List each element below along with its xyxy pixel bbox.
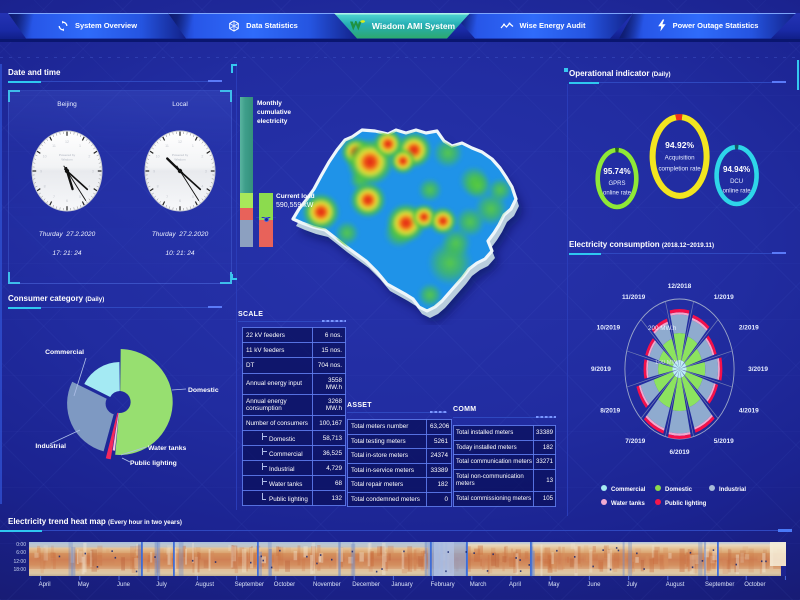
svg-text:11: 11: [165, 144, 169, 148]
svg-text:Domestic: Domestic: [188, 387, 219, 394]
svg-text:9/2019: 9/2019: [591, 366, 611, 373]
svg-text:11: 11: [52, 144, 56, 148]
svg-text:online rate: online rate: [723, 189, 752, 195]
svg-text:Wisdom: Wisdom: [61, 157, 73, 161]
svg-text:10: 10: [156, 155, 160, 159]
svg-text:September: September: [235, 582, 264, 588]
svg-text:September: September: [705, 582, 734, 588]
svg-text:Water tanks: Water tanks: [611, 501, 645, 507]
svg-text:online rate: online rate: [603, 191, 632, 197]
svg-text:5: 5: [192, 195, 194, 199]
svg-text:12: 12: [65, 140, 69, 144]
svg-text:100 MW.h: 100 MW.h: [655, 360, 682, 366]
svg-text:April: April: [39, 582, 51, 588]
svg-text:Commercial: Commercial: [45, 349, 84, 356]
svg-text:200 MW.h: 200 MW.h: [648, 325, 677, 332]
svg-text:Powered by: Powered by: [59, 153, 76, 157]
svg-text:April: April: [509, 582, 521, 588]
svg-text:5/2019: 5/2019: [714, 438, 734, 445]
svg-text:February: February: [431, 582, 455, 588]
svg-text:94.92%: 94.92%: [665, 140, 694, 150]
svg-text:May: May: [548, 582, 559, 588]
svg-text:10: 10: [43, 155, 47, 159]
svg-text:October: October: [274, 582, 295, 588]
svg-text:4/2019: 4/2019: [739, 408, 759, 415]
svg-text:1: 1: [192, 144, 194, 148]
svg-text:1: 1: [79, 144, 81, 148]
svg-text:2: 2: [201, 155, 203, 159]
svg-text:8/2019: 8/2019: [600, 408, 620, 415]
svg-text:9: 9: [153, 170, 155, 174]
svg-text:6/2019: 6/2019: [670, 449, 690, 456]
svg-text:November: November: [313, 582, 341, 588]
svg-text:4: 4: [201, 184, 203, 188]
svg-text:18:00: 18:00: [13, 567, 26, 573]
svg-text:12: 12: [178, 140, 182, 144]
svg-text:94.94%: 94.94%: [723, 165, 750, 174]
svg-text:Water tanks: Water tanks: [148, 445, 186, 452]
svg-text:12:00: 12:00: [13, 559, 26, 565]
svg-text:January: January: [391, 582, 412, 588]
svg-text:August: August: [666, 582, 685, 588]
svg-text:10/2019: 10/2019: [597, 325, 621, 332]
svg-text:June: June: [117, 582, 131, 588]
svg-text:July: July: [156, 582, 167, 588]
svg-text:8: 8: [157, 184, 159, 188]
svg-text:June: June: [587, 582, 601, 588]
svg-text:5: 5: [79, 195, 81, 199]
svg-text:August: August: [195, 582, 214, 588]
svg-text:December: December: [352, 582, 380, 588]
svg-text:completion rate: completion rate: [658, 166, 701, 173]
svg-text:2/2019: 2/2019: [739, 325, 759, 332]
svg-text:6: 6: [179, 199, 181, 203]
svg-text:Domestic: Domestic: [665, 487, 693, 493]
svg-text:4: 4: [88, 184, 90, 188]
svg-text:3: 3: [205, 170, 207, 174]
svg-text:Commercial: Commercial: [611, 487, 646, 493]
svg-text:May: May: [78, 582, 89, 588]
svg-text:9: 9: [40, 170, 42, 174]
svg-text:7: 7: [166, 195, 168, 199]
svg-text:Industrial: Industrial: [719, 487, 746, 493]
svg-text:July: July: [627, 582, 638, 588]
svg-text:Wisdom: Wisdom: [174, 157, 186, 161]
svg-text:Industrial: Industrial: [35, 443, 66, 450]
svg-text:2: 2: [88, 155, 90, 159]
svg-text:Powered by: Powered by: [172, 153, 189, 157]
svg-text:7: 7: [53, 195, 55, 199]
svg-text:October: October: [744, 582, 765, 588]
svg-text:Public lighting: Public lighting: [665, 501, 707, 507]
svg-text:0:00: 0:00: [16, 542, 26, 548]
svg-text:3/2019: 3/2019: [748, 366, 768, 373]
svg-text:DCU: DCU: [730, 179, 743, 185]
svg-text:12/2018: 12/2018: [668, 283, 692, 290]
svg-text:3: 3: [92, 170, 94, 174]
svg-text:8: 8: [44, 184, 46, 188]
svg-text:March: March: [470, 582, 487, 588]
svg-text:6: 6: [66, 199, 68, 203]
svg-text:GPRS: GPRS: [608, 181, 625, 187]
svg-text:6:00: 6:00: [16, 550, 26, 556]
svg-text:Acquisition: Acquisition: [665, 155, 695, 162]
svg-text:95.74%: 95.74%: [603, 167, 630, 176]
svg-text:7/2019: 7/2019: [625, 438, 645, 445]
svg-text:1/2019: 1/2019: [714, 294, 734, 301]
svg-text:11/2019: 11/2019: [622, 294, 646, 301]
svg-text:Public lighting: Public lighting: [130, 460, 177, 467]
